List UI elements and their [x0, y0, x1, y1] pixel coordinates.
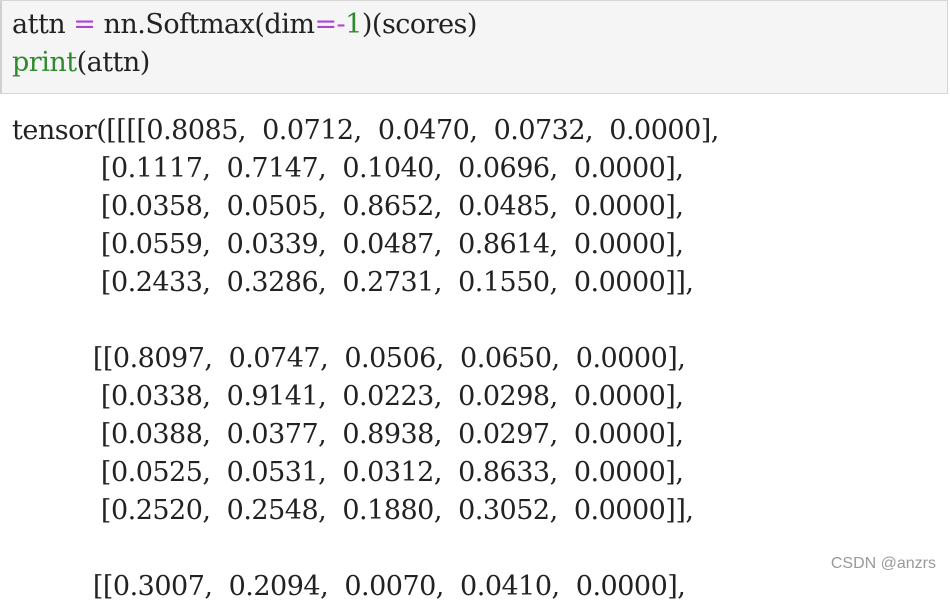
- code-input-cell[interactable]: attn = nn.Softmax(dim=-1)(scores) print(…: [0, 0, 948, 94]
- output-row: [0.0388, 0.0377, 0.8938, 0.0297, 0.0000]…: [12, 419, 684, 450]
- output-row: tensor([[[[0.8085, 0.0712, 0.0470, 0.073…: [12, 115, 719, 146]
- code-number: 1: [345, 9, 362, 40]
- output-row: [0.0358, 0.0505, 0.8652, 0.0485, 0.0000]…: [12, 191, 684, 222]
- code-call: nn.Softmax(dim: [95, 9, 315, 40]
- code-rest: )(scores): [361, 9, 478, 40]
- output-row: [0.1117, 0.7147, 0.1040, 0.0696, 0.0000]…: [12, 153, 684, 184]
- output-row: [0.2433, 0.3286, 0.2731, 0.1550, 0.0000]…: [12, 267, 694, 298]
- code-var: attn: [12, 9, 74, 40]
- output-row: [0.0338, 0.9141, 0.0223, 0.0298, 0.0000]…: [12, 381, 684, 412]
- output-row: [0.0525, 0.0531, 0.0312, 0.8633, 0.0000]…: [12, 457, 684, 488]
- code-operator: =: [73, 9, 96, 40]
- watermark: CSDN @anzrs: [830, 555, 936, 572]
- code-line-1: attn = nn.Softmax(dim=-1)(scores): [12, 6, 477, 44]
- code-operator-2: =-: [314, 9, 346, 40]
- output-row: [[0.8097, 0.0747, 0.0506, 0.0650, 0.0000…: [12, 343, 686, 374]
- code-rest-2: (attn): [76, 47, 151, 78]
- output-row: [[0.3007, 0.2094, 0.0070, 0.0410, 0.0000…: [12, 571, 686, 602]
- output-row: [0.2520, 0.2548, 0.1880, 0.3052, 0.0000]…: [12, 495, 694, 526]
- code-line-2: print(attn): [12, 44, 150, 82]
- output-row: [0.0559, 0.0339, 0.0487, 0.8614, 0.0000]…: [12, 229, 684, 260]
- code-keyword-print: print: [12, 47, 77, 78]
